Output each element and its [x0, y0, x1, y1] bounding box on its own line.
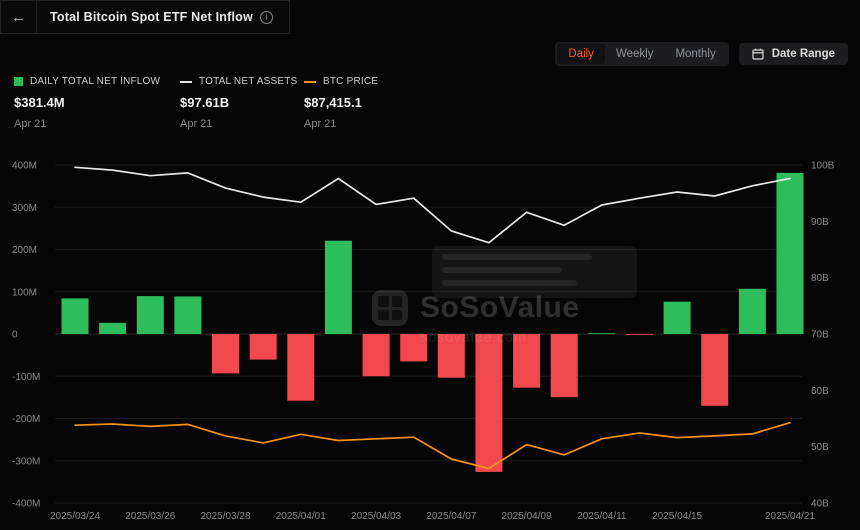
legend-toggle-btc-price[interactable]: BTC PRICE	[304, 76, 378, 87]
legend-item-btc-price: BTC PRICE $87,415.1 Apr 21	[304, 76, 378, 130]
svg-text:2025/04/11: 2025/04/11	[577, 511, 627, 522]
legend-toggle-net-inflow[interactable]: DAILY TOTAL NET INFLOW	[14, 76, 180, 87]
calendar-icon	[752, 48, 764, 60]
net-inflow-value: $381.4M	[14, 95, 65, 110]
svg-text:50B: 50B	[811, 442, 829, 453]
legend: DAILY TOTAL NET INFLOW $381.4M Apr 21 TO…	[14, 76, 378, 130]
tooltip-line	[442, 267, 562, 273]
btc-price-label: BTC PRICE	[323, 76, 379, 87]
svg-text:0: 0	[12, 330, 18, 341]
page-title: Total Bitcoin Spot ETF Net Inflow	[50, 10, 253, 24]
svg-text:-100M: -100M	[12, 372, 40, 383]
svg-text:100M: 100M	[12, 287, 37, 298]
svg-text:2025/04/03: 2025/04/03	[351, 511, 401, 522]
top-bar: ← Total Bitcoin Spot ETF Net Inflow i	[0, 0, 290, 34]
svg-text:2025/04/15: 2025/04/15	[652, 511, 702, 522]
svg-text:70B: 70B	[811, 330, 829, 341]
btc-price-swatch-icon	[304, 80, 316, 83]
tab-monthly[interactable]: Monthly	[675, 48, 716, 60]
back-button[interactable]: ←	[1, 1, 37, 33]
net-assets-label: TOTAL NET ASSETS	[199, 76, 298, 87]
svg-text:2025/04/21: 2025/04/21	[765, 511, 815, 522]
svg-text:200M: 200M	[12, 245, 37, 256]
date-range-label: Date Range	[771, 48, 835, 60]
tooltip-overlay	[432, 246, 637, 298]
net-assets-date: Apr 21	[180, 118, 213, 130]
svg-text:90B: 90B	[811, 217, 829, 228]
svg-text:40B: 40B	[811, 499, 829, 510]
svg-text:-200M: -200M	[12, 414, 40, 425]
chart-controls: Daily Weekly Monthly Date Range	[555, 42, 848, 66]
tooltip-line	[442, 280, 577, 286]
net-assets-value: $97.61B	[180, 95, 230, 110]
svg-text:-400M: -400M	[12, 499, 40, 510]
btc-price-date: Apr 21	[304, 118, 337, 130]
net-inflow-label: DAILY TOTAL NET INFLOW	[30, 76, 161, 87]
svg-text:100B: 100B	[811, 161, 835, 172]
net-inflow-swatch-icon	[14, 77, 23, 86]
svg-text:2025/03/24: 2025/03/24	[50, 511, 100, 522]
svg-text:-300M: -300M	[12, 456, 40, 467]
svg-text:2025/03/28: 2025/03/28	[200, 511, 250, 522]
interval-tabs: Daily Weekly Monthly	[555, 42, 729, 66]
svg-text:2025/04/01: 2025/04/01	[276, 511, 326, 522]
title-wrap: Total Bitcoin Spot ETF Net Inflow i	[37, 1, 289, 33]
svg-text:2025/04/07: 2025/04/07	[426, 511, 476, 522]
legend-item-net-assets: TOTAL NET ASSETS $97.61B Apr 21	[180, 76, 304, 130]
info-icon[interactable]: i	[259, 10, 273, 24]
legend-item-net-inflow: DAILY TOTAL NET INFLOW $381.4M Apr 21	[14, 76, 180, 130]
back-arrow-icon: ←	[11, 8, 26, 26]
tab-daily[interactable]: Daily	[557, 44, 605, 64]
svg-text:2025/04/09: 2025/04/09	[502, 511, 552, 522]
legend-toggle-net-assets[interactable]: TOTAL NET ASSETS	[180, 76, 304, 87]
svg-text:80B: 80B	[811, 273, 829, 284]
svg-text:60B: 60B	[811, 386, 829, 397]
tooltip-line	[442, 254, 592, 260]
svg-text:2025/03/26: 2025/03/26	[125, 511, 175, 522]
net-inflow-date: Apr 21	[14, 118, 47, 130]
btc-price-value: $87,415.1	[304, 95, 362, 110]
svg-text:300M: 300M	[12, 203, 37, 214]
net-assets-swatch-icon	[180, 80, 192, 83]
tab-weekly[interactable]: Weekly	[615, 48, 654, 60]
chart-canvas[interactable]: 400M 300M 200M 100M 0 -100M -200M -300M -400M 100…	[0, 140, 860, 530]
date-range-button[interactable]: Date Range	[738, 43, 848, 65]
svg-text:400M: 400M	[12, 161, 37, 172]
